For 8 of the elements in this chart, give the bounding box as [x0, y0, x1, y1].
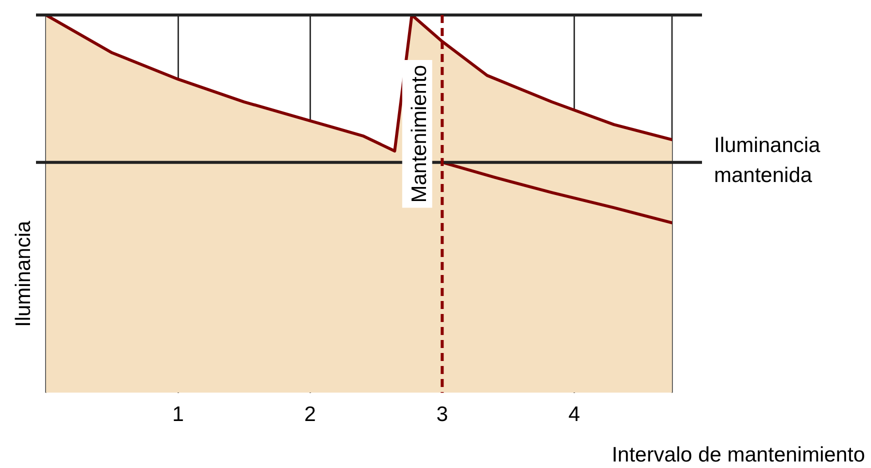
ref-line-label: Iluminancia mantenida: [714, 134, 821, 188]
x-axis-title: Intervalo de mantenimiento: [612, 443, 865, 466]
x-tick-label: 3: [436, 403, 448, 426]
y-axis-title: Iluminancia: [12, 220, 35, 328]
x-tick-label: 4: [568, 403, 580, 426]
x-tick-label: 2: [304, 403, 316, 426]
ref-line-label: Mantenimiento: [408, 64, 432, 203]
x-tick-label: 1: [172, 403, 184, 426]
